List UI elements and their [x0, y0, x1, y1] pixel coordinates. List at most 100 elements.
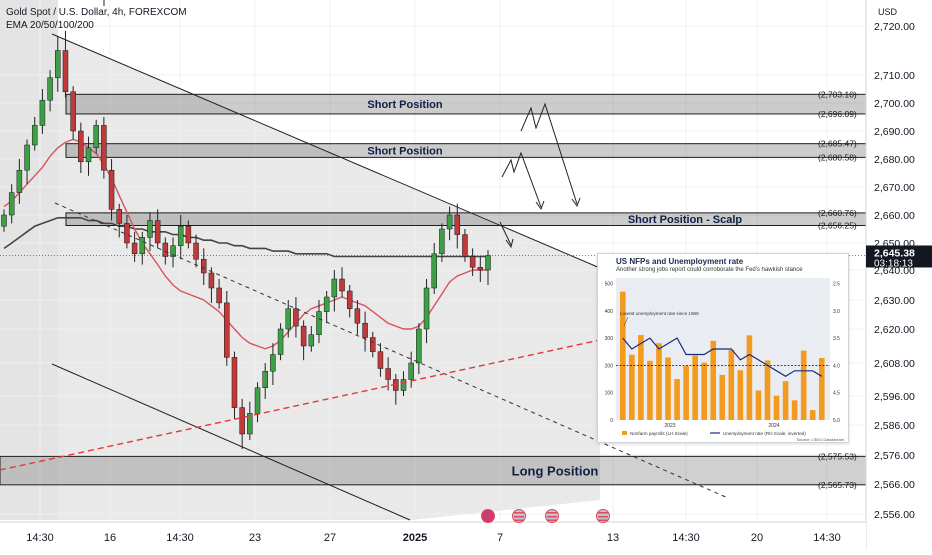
- candle-body: [370, 337, 376, 352]
- inset-x-tick: 2023: [664, 423, 675, 429]
- projection-arrowhead-1: [571, 197, 581, 208]
- inset-subtitle: Another strong jobs report could corrobo…: [616, 267, 803, 273]
- inset-right-tick: 4.5: [833, 391, 840, 397]
- us-flag-event-icon[interactable]: [545, 509, 559, 523]
- candle-body: [339, 278, 345, 292]
- flag-stripe: [598, 512, 608, 514]
- time-tick: 14:30: [813, 532, 841, 544]
- channel-shade: [0, 30, 600, 520]
- projection-path-2: [501, 151, 542, 208]
- candle-body: [454, 214, 461, 235]
- zone-level-label: (2,696.09): [818, 109, 857, 119]
- price-axis-bg: [866, 0, 932, 550]
- candle-body: [239, 407, 245, 435]
- inset-right-tick: 3.5: [833, 336, 840, 342]
- inset-left-tick: 300: [605, 336, 614, 342]
- zone-rect-4: [0, 455, 867, 486]
- inset-left-tick: 100: [605, 391, 614, 397]
- candle-body: [8, 192, 15, 216]
- inset-nfp-bar: [719, 374, 726, 420]
- us-flag-event-icon[interactable]: [596, 509, 610, 523]
- inset-left-tick: 0: [610, 418, 613, 424]
- inset-unemployment-line: [622, 337, 823, 378]
- inset-nfp-bar: [755, 390, 762, 420]
- candle-body: [400, 379, 407, 391]
- candle-body: [200, 258, 207, 274]
- symbol-title: Gold Spot / U.S. Dollar, 4h, FOREXCOM: [6, 7, 187, 18]
- time-tick: 23: [249, 532, 261, 544]
- flag-stripe: [598, 519, 608, 521]
- candle-body: [16, 169, 23, 193]
- time-tick: 27: [324, 532, 336, 544]
- zone-level-label: (2,660.76): [818, 208, 857, 218]
- ema20-line: [3, 138, 488, 350]
- indicator-title: EMA 20/50/100/200: [6, 20, 94, 31]
- flag-stripe: [547, 519, 557, 521]
- candle-body: [62, 50, 69, 93]
- zone-level-label: (2,565.73): [818, 480, 857, 490]
- inset-nfp-bar: [620, 291, 626, 420]
- candle-body: [70, 91, 76, 132]
- inset-note: Lowest unemployment rate since 1969: [620, 311, 699, 316]
- candle-body: [270, 354, 276, 372]
- zone-level-label: (2,703.10): [818, 89, 857, 99]
- candle-body: [362, 322, 368, 338]
- time-tick: 14:30: [672, 532, 700, 544]
- candle-body: [354, 308, 361, 324]
- candle-body: [208, 272, 215, 289]
- event-icons-layer: [481, 509, 610, 523]
- candle-body: [116, 209, 122, 224]
- price-tick: 2,576.00: [874, 450, 915, 462]
- zone-level-label: (2,656.25): [818, 221, 857, 231]
- inset-x-tick: 2024: [768, 423, 779, 429]
- inset-nfp-bar: [728, 350, 735, 420]
- candle-body: [108, 169, 115, 210]
- flash-event-icon[interactable]: [481, 509, 495, 523]
- candle-body: [477, 267, 484, 271]
- candle-body: [85, 147, 92, 163]
- long-position-label: Long Position: [512, 464, 599, 479]
- candle-body: [162, 242, 169, 257]
- channel-top-line: [51, 33, 601, 269]
- price-badge-value: 2,645.38: [874, 247, 915, 259]
- candle-body: [462, 234, 468, 257]
- inset-nfp-bar: [764, 360, 771, 420]
- price-tick: 2,690.00: [874, 126, 915, 138]
- candle-body: [323, 296, 330, 312]
- inset-left-tick: 200: [605, 363, 614, 369]
- candle-body: [224, 302, 230, 358]
- candle-body: [47, 77, 53, 101]
- price-badge-countdown: 03:18:13: [874, 258, 913, 269]
- support-dashed-line: [0, 339, 601, 471]
- price-tick: 2,620.00: [874, 324, 915, 336]
- short-position-label-2: Short Position: [367, 146, 442, 158]
- nfp-inset-chart: US NFPs and Unemployment rate Another st…: [597, 253, 849, 443]
- time-tick: 13: [607, 532, 619, 544]
- time-axis-bg: [0, 522, 866, 550]
- trendline-layer: [0, 33, 866, 521]
- channel-mid-dashed: [54, 202, 729, 499]
- candle-body: [277, 328, 284, 355]
- candle-body: [101, 125, 107, 171]
- candle-body: [78, 130, 84, 163]
- candle-body: [423, 287, 430, 330]
- flag-stripe: [514, 516, 524, 518]
- price-tick: 2,670.00: [874, 182, 915, 194]
- candle-body: [139, 237, 146, 255]
- candle-body: [147, 220, 153, 238]
- event-circle: [481, 509, 495, 523]
- inset-nfp-bar: [818, 358, 825, 420]
- us-flag-event-icon[interactable]: [512, 509, 526, 523]
- inset-right-tick: 3.0: [833, 309, 840, 315]
- zone-rect-3: [65, 212, 867, 226]
- inset-legend-bars: Nonfarm payrolls (LH Scale): [630, 431, 688, 436]
- candle-body: [308, 334, 315, 347]
- price-tick: 2,586.00: [874, 420, 915, 432]
- candle-body: [247, 413, 253, 435]
- time-tick: 20: [751, 532, 763, 544]
- inset-nfp-bar: [773, 395, 780, 420]
- projection-arrowhead-2: [535, 200, 545, 211]
- candle-body: [485, 255, 491, 271]
